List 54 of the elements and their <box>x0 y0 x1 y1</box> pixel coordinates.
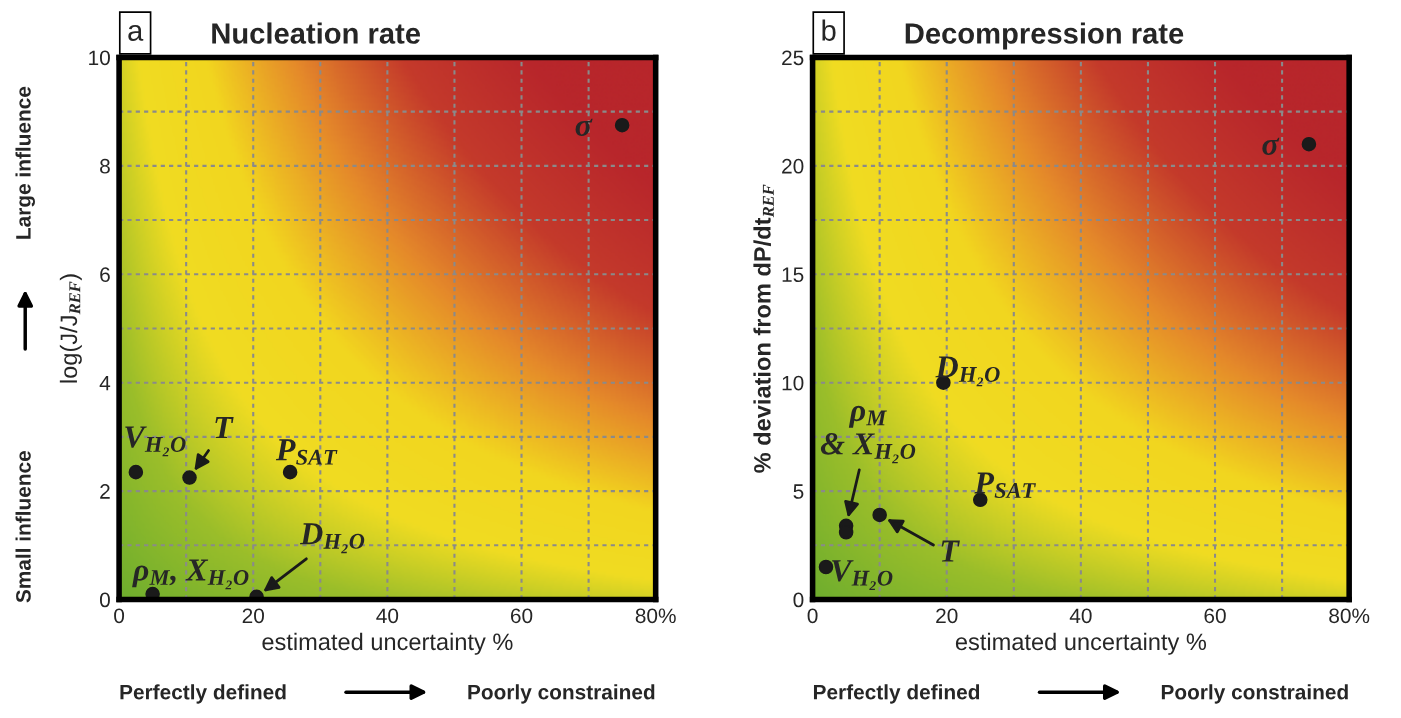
y-tick-label: 20 <box>782 158 804 174</box>
x-tick-label: 20 <box>936 608 958 624</box>
x-tick-label: 80% <box>635 608 676 624</box>
y-tick-label: 5 <box>793 484 804 499</box>
annotation: T <box>941 540 960 562</box>
point <box>182 470 197 485</box>
y-tick-label: 25 <box>782 50 804 66</box>
y-tick-label: 4 <box>99 375 111 391</box>
x-tick-label: 40 <box>1069 608 1092 624</box>
y-axis-title: % deviation from dP/dt$_{REF}$ <box>753 184 774 473</box>
annotation: T <box>215 417 234 439</box>
annotation: P$_{SAT}$ <box>275 439 338 465</box>
x-tick-label: 60 <box>1204 608 1226 624</box>
point <box>128 464 144 480</box>
annotation: D$_{H₂O}$ <box>935 356 1000 387</box>
point <box>614 117 630 133</box>
text: Large influence <box>15 86 35 239</box>
text: Poorly constrained <box>1161 684 1348 704</box>
annotation: σ <box>1262 137 1280 155</box>
x-axis-title: estimated uncertainty % <box>955 632 1207 655</box>
y-tick-label: 0 <box>793 592 804 608</box>
y-tick-label: 10 <box>782 375 804 391</box>
y-tick-label: 6 <box>100 267 110 283</box>
text: Small influence <box>15 451 31 603</box>
chart-title: Nucleation rate <box>212 22 421 44</box>
text: Perfectly defined <box>813 684 980 704</box>
x-tick-label: 0 <box>807 608 818 624</box>
x-axis-title: estimated uncertainty % <box>262 632 513 655</box>
y-tick-label: 8 <box>100 158 110 174</box>
point <box>282 464 298 480</box>
annotation: P$_{SAT}$ <box>974 472 1036 499</box>
text: Perfectly defined <box>120 684 286 704</box>
annotation: ρ$_{M}$ & X$_{H₂O}$ <box>820 405 916 464</box>
x-tick-label: 40 <box>376 608 399 624</box>
y-axis-title: log(J/J$_{REF}$) <box>59 274 82 383</box>
x-tick-label: 20 <box>242 608 264 624</box>
y-tick-label: 2 <box>100 484 110 499</box>
x-tick-label: 0 <box>114 608 125 624</box>
annotation: D$_{H₂O}$ <box>300 523 365 554</box>
y-tick-label: 15 <box>782 267 804 283</box>
text: a <box>128 24 144 41</box>
annotation: V$_{H₂O}$ <box>125 426 186 457</box>
annotation: σ <box>575 118 593 136</box>
x-tick-label: 80% <box>1329 608 1370 624</box>
annotation: V$_{H₂O}$ <box>832 560 893 591</box>
x-tick-label: 60 <box>510 608 533 624</box>
text: Poorly constrained <box>468 684 655 704</box>
y-tick-label: 0 <box>99 592 110 608</box>
point <box>872 507 887 523</box>
text: b <box>822 19 836 41</box>
point <box>1301 136 1317 152</box>
annotation: ρ$_{M}$, X$_{H₂O}$ <box>132 559 249 590</box>
y-tick-label: 10 <box>89 50 110 66</box>
chart-title: Decompression rate <box>905 22 1184 50</box>
